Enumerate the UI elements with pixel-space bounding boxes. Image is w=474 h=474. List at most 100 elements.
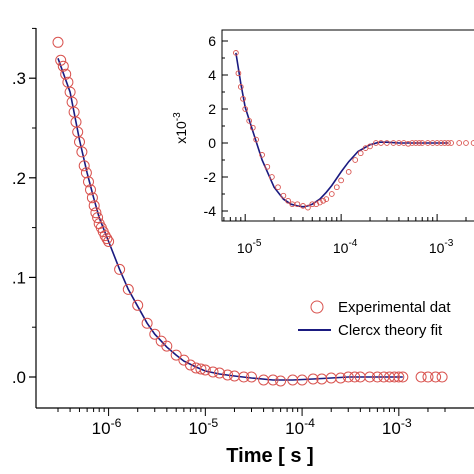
inset-chart: -4 -2 0 2 4 6 10-5 10-4 10-3 x10-3 <box>172 29 474 256</box>
main-data-point <box>149 328 161 340</box>
main-data-point <box>60 68 72 80</box>
main-data-point <box>83 176 94 188</box>
main-data-point <box>74 136 85 148</box>
inset-data-point <box>285 197 291 204</box>
inset-x-tick-label: 10-5 <box>237 238 262 256</box>
inset-data-point <box>378 140 384 146</box>
main-data-point <box>57 60 69 72</box>
main-data-point <box>86 192 98 204</box>
main-y-tick-label: .2 <box>12 169 26 188</box>
inset-y-axis-label: x10-3 <box>172 112 189 144</box>
main-data-point <box>195 363 207 375</box>
inset-data-point <box>305 204 311 211</box>
main-data-point <box>267 374 279 386</box>
main-data-point <box>78 160 90 172</box>
main-data-point <box>258 374 270 386</box>
main-chart: .0 .1 .2 .3 10-6 10-5 10-4 10-3 Time [ s ] <box>12 27 474 467</box>
inset-data-point <box>445 140 451 146</box>
main-y-tick-label: .3 <box>12 69 26 88</box>
legend-label-experimental: Experimental dat <box>338 299 451 316</box>
main-data-point <box>103 236 115 247</box>
inset-data-point <box>409 140 416 146</box>
legend-label-theory: Clercx theory fit <box>338 322 443 339</box>
inset-data-point <box>237 84 244 90</box>
main-data-point <box>114 263 126 275</box>
inset-ticks <box>222 40 467 221</box>
main-data-point <box>76 146 88 158</box>
main-data-point <box>222 369 234 381</box>
main-data-point <box>122 283 134 295</box>
main-data-point <box>52 36 64 48</box>
inset-data-point <box>456 140 463 146</box>
inset-data-point <box>419 140 426 146</box>
inset-data-point <box>438 140 444 146</box>
main-data-point <box>364 371 376 383</box>
inset-data-point <box>448 140 454 146</box>
inset-y-tick-label: -4 <box>204 203 217 219</box>
inset-data-point <box>441 140 448 146</box>
inset-data-point <box>317 199 323 206</box>
main-x-tick-label: 10-5 <box>188 416 218 438</box>
main-data-point <box>371 371 383 383</box>
inset-y-tick-label: -2 <box>204 169 217 185</box>
main-data-point <box>393 371 405 383</box>
main-data-point <box>170 349 182 361</box>
inset-tick-labels: -4 -2 0 2 4 6 10-5 10-4 10-3 <box>204 33 454 256</box>
main-data-point <box>246 371 257 383</box>
legend-marker-experimental <box>310 300 324 314</box>
inset-data-point <box>405 140 412 147</box>
inset-data-point <box>242 106 249 112</box>
main-data-point <box>335 372 347 384</box>
main-data-point <box>287 374 299 386</box>
main-data-point <box>342 371 354 383</box>
inset-data-point <box>249 124 256 131</box>
main-data-point <box>132 299 144 311</box>
inset-y-tick-label: 0 <box>208 135 216 151</box>
main-data-point <box>90 207 102 219</box>
inset-data-point <box>264 163 271 170</box>
inset-data-point <box>309 201 316 208</box>
inset-frame <box>221 29 474 222</box>
inset-data-point <box>333 184 340 191</box>
main-data-point <box>397 371 409 383</box>
inset-y-tick-label: 4 <box>208 67 216 83</box>
inset-data-point <box>246 118 253 124</box>
main-data-point <box>229 370 240 382</box>
inset-data-point <box>269 174 275 180</box>
inset-data-point <box>338 177 344 184</box>
inset-data-point <box>357 150 364 157</box>
main-data-point <box>296 374 308 386</box>
main-data-point <box>275 375 287 387</box>
main-data-point <box>436 371 448 383</box>
main-data-point <box>354 371 366 383</box>
main-data-point <box>430 371 442 383</box>
main-x-tick-label: 10-3 <box>382 416 412 438</box>
main-data-point <box>99 230 111 242</box>
legend: Experimental dat Clercx theory fit <box>298 299 451 339</box>
main-data-point <box>415 371 427 383</box>
main-series <box>52 36 448 387</box>
inset-data-point <box>275 184 281 191</box>
inset-data-point <box>352 157 359 163</box>
inset-y-tick-label: 2 <box>208 101 216 117</box>
main-x-tick-label: 10-4 <box>285 416 315 438</box>
inset-data-point <box>294 201 301 208</box>
inset-theory-fit-line <box>235 52 448 208</box>
inset-x-tick-label: 10-3 <box>429 238 454 256</box>
main-data-point <box>238 371 250 383</box>
inset-data-point <box>259 152 265 158</box>
main-data-point <box>388 371 400 383</box>
inset-data-point <box>345 169 352 175</box>
inset-y-tick-label: 6 <box>208 33 216 49</box>
inset-data-point <box>240 95 246 102</box>
inset-series <box>233 50 474 211</box>
inset-data-point <box>323 196 330 202</box>
inset-data-point <box>384 140 390 146</box>
main-x-tick-label: 10-6 <box>92 416 122 438</box>
inset-data-point <box>253 136 259 143</box>
main-data-point <box>55 54 67 66</box>
main-data-point <box>88 200 100 212</box>
inset-data-point <box>320 197 327 204</box>
main-data-point <box>92 212 104 224</box>
